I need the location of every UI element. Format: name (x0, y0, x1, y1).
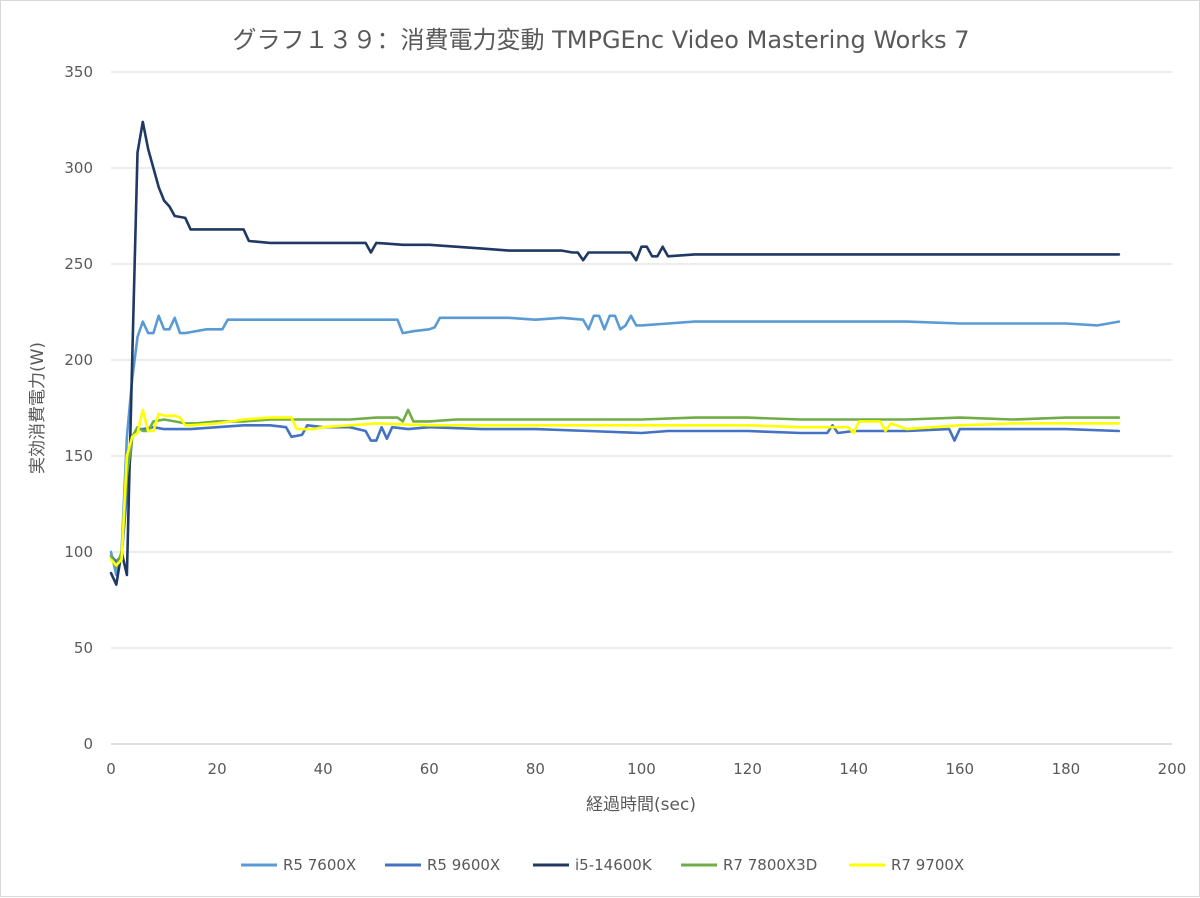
legend-item: R5 9600X (385, 856, 500, 874)
legend-item: i5-14600K (533, 856, 653, 874)
y-tick-label: 350 (64, 63, 93, 81)
x-tick-label: 140 (839, 760, 868, 778)
legend-label: R7 9700X (891, 856, 964, 874)
x-axis-label: 経過時間(sec) (586, 795, 696, 815)
legend-label: R5 9600X (427, 856, 500, 874)
x-tick-label: 120 (733, 760, 762, 778)
series-line-2 (109, 120, 1121, 586)
x-tick-label: 20 (208, 760, 227, 778)
x-axis-ticks: 0 20 40 60 80 100 120 140 160 180 200 (106, 760, 1186, 778)
y-tick-label: 200 (64, 351, 93, 369)
x-tick-label: 40 (314, 760, 333, 778)
x-tick-label: 60 (420, 760, 439, 778)
series-line-3 (109, 408, 1121, 569)
y-tick-label: 50 (74, 639, 93, 657)
series-line-0 (109, 314, 1121, 577)
x-tick-label: 100 (627, 760, 656, 778)
x-tick-label: 200 (1158, 760, 1187, 778)
y-tick-label: 250 (64, 255, 93, 273)
legend-label: R7 7800X3D (723, 856, 817, 874)
series-line-4 (109, 408, 1121, 567)
series-lines (109, 120, 1121, 586)
y-tick-label: 150 (64, 447, 93, 465)
y-tick-label: 0 (83, 735, 93, 753)
x-tick-label: 80 (526, 760, 545, 778)
x-tick-label: 160 (945, 760, 974, 778)
y-axis-label: 実効消費電力(W) (28, 342, 48, 474)
y-tick-label: 300 (64, 159, 93, 177)
legend-label: i5-14600K (575, 856, 653, 874)
gridlines (111, 71, 1172, 745)
y-tick-label: 100 (64, 543, 93, 561)
legend-item: R7 9700X (849, 856, 964, 874)
legend-label: R5 7600X (283, 856, 356, 874)
x-tick-label: 180 (1052, 760, 1081, 778)
x-tick-label: 0 (106, 760, 116, 778)
legend: R5 7600X R5 9600X i5-14600K R7 7800X3D R7 97… (241, 856, 964, 874)
series-line-1 (109, 424, 1121, 563)
y-axis-ticks: 0 50 100 150 200 250 300 350 (64, 63, 93, 753)
legend-item: R7 7800X3D (681, 856, 817, 874)
legend-item: R5 7600X (241, 856, 356, 874)
chart-title: グラフ１３９：消費電力変動 TMPGEnc Video Mastering Wo… (232, 26, 969, 54)
